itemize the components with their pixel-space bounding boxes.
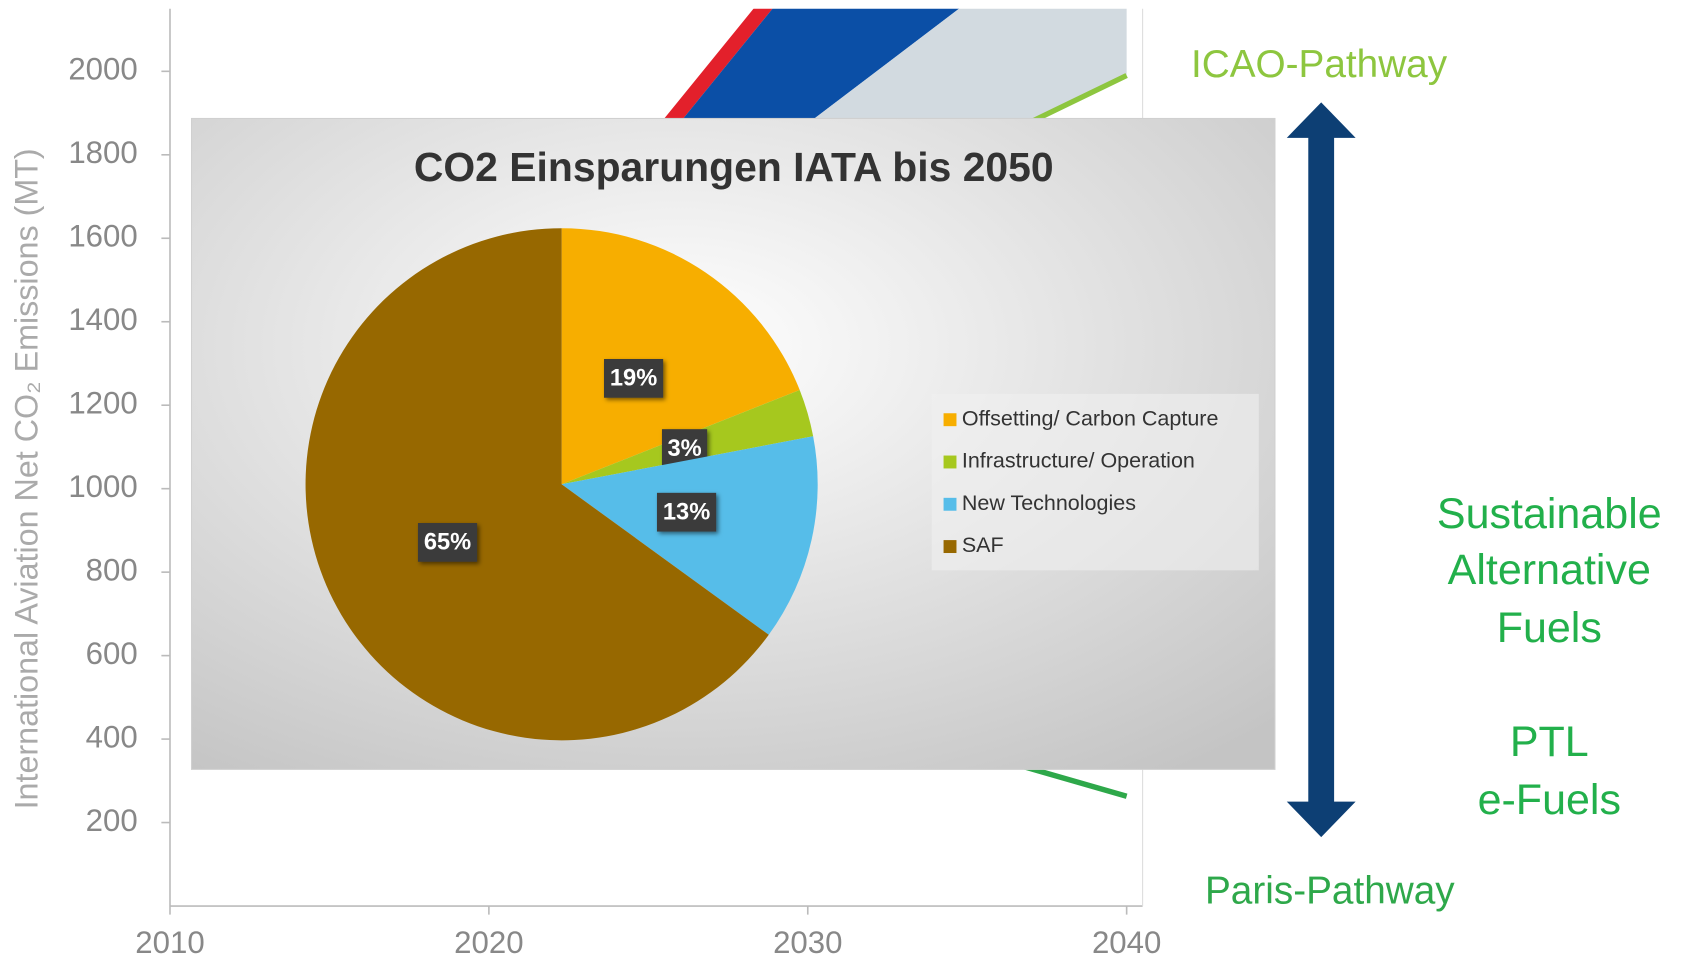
legend-label: Offsetting/ Carbon Capture — [962, 406, 1219, 430]
value-label: 3% — [667, 436, 701, 462]
fuel-annotation: Alternative — [1448, 546, 1651, 594]
fuel-annotation: Sustainable — [1437, 490, 1662, 538]
y-tick-label: 800 — [86, 552, 138, 587]
legend-swatch — [943, 497, 957, 511]
y-tick-label: 1000 — [68, 469, 137, 504]
y-tick-label: 600 — [86, 636, 138, 671]
value-label: 19% — [610, 366, 657, 392]
legend-swatch — [943, 413, 957, 427]
legend-label: Infrastructure/ Operation — [962, 449, 1195, 473]
y-tick-label: 1400 — [68, 302, 137, 337]
pie-chart: CO2 Einsparungen IATA bis 2050 19% 3% 13% 65… — [190, 117, 1276, 770]
y-tick-label: 400 — [86, 719, 138, 754]
value-label-box — [417, 523, 478, 562]
pie-title: CO2 Einsparungen IATA bis 2050 — [414, 144, 1054, 190]
fuel-annotation: Fuels — [1497, 604, 1602, 652]
legend-swatch — [943, 455, 957, 469]
value-label: 65% — [424, 530, 471, 556]
y-tick-label: 1800 — [68, 135, 137, 170]
value-label-box — [656, 492, 717, 532]
x-tick-label: 2010 — [135, 925, 204, 960]
pie-slice — [305, 228, 769, 741]
legend-swatch — [943, 540, 957, 554]
y-tick-label: 2000 — [68, 52, 137, 87]
value-label-box — [603, 359, 664, 398]
legend-label: SAF — [962, 533, 1004, 557]
legend-label: New Technologies — [962, 491, 1136, 515]
pie-slice — [561, 436, 818, 635]
y-tick-label: 200 — [86, 803, 138, 838]
band-area — [648, 8, 773, 162]
side-annotations: ICAO-Pathway Paris-Pathway Sustainable Alte… — [1191, 43, 1662, 912]
x-tick-label: 2030 — [773, 925, 842, 960]
y-tick-label: 1600 — [68, 218, 137, 253]
value-label: 13% — [663, 500, 710, 526]
range-arrow — [1286, 102, 1356, 838]
x-tick-label: 2040 — [1092, 925, 1161, 960]
y-tick-label: 1200 — [68, 385, 137, 420]
x-tick-label: 2020 — [454, 925, 523, 960]
pathway-label: ICAO-Pathway — [1191, 43, 1448, 86]
fuel-annotation: PTL — [1510, 718, 1589, 766]
legend-box — [931, 393, 1259, 571]
fuel-annotation: e-Fuels — [1478, 776, 1621, 824]
pathway-label: Paris-Pathway — [1205, 869, 1455, 912]
y-axis-label: International Aviation Net CO₂ Emissions… — [9, 148, 45, 809]
pie-slice — [561, 228, 800, 485]
